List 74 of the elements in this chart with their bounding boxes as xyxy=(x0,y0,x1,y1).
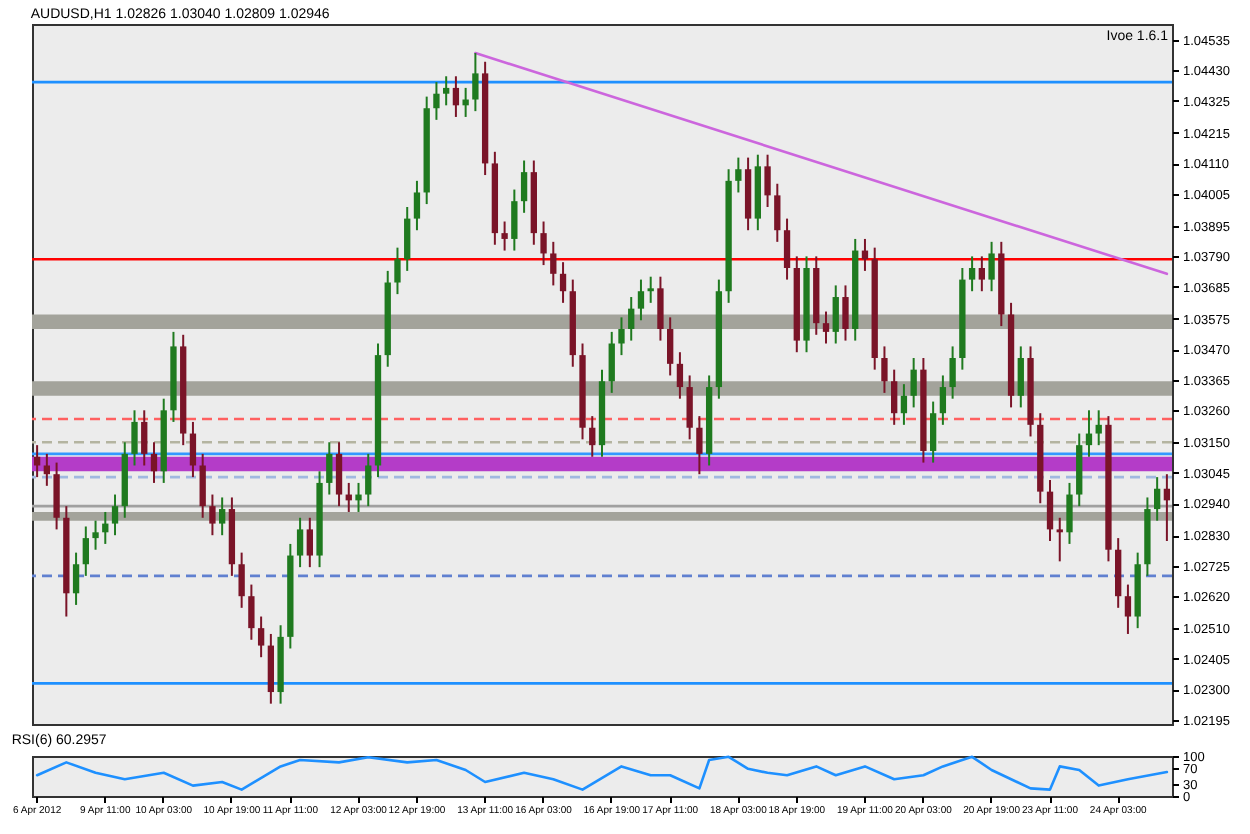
candlestick xyxy=(257,615,265,659)
candlestick xyxy=(978,255,985,293)
candlestick xyxy=(296,516,304,569)
candlestick xyxy=(43,452,51,487)
candlestick xyxy=(472,52,479,113)
candlestick xyxy=(82,525,89,577)
candlestick xyxy=(394,246,401,296)
candlestick xyxy=(199,452,206,519)
candlestick xyxy=(72,551,80,606)
candlestick xyxy=(939,374,947,426)
candlestick xyxy=(1066,481,1073,545)
candlestick xyxy=(452,75,460,118)
candlestick xyxy=(783,217,791,281)
candlestick xyxy=(618,316,625,357)
candlestick xyxy=(355,481,362,513)
candlestick xyxy=(608,330,615,394)
candlestick xyxy=(559,261,567,304)
candlestick xyxy=(131,409,138,467)
candlestick xyxy=(1017,345,1024,409)
candlestick xyxy=(335,441,343,508)
candlestick xyxy=(501,220,508,252)
candlestick xyxy=(988,240,995,293)
candlestick xyxy=(511,188,518,252)
candlestick xyxy=(910,357,917,409)
candlestick xyxy=(540,220,547,267)
candlestick xyxy=(1115,537,1122,609)
candlestick xyxy=(219,496,226,537)
candlestick xyxy=(968,255,976,293)
candlestick xyxy=(764,153,771,208)
candlestick xyxy=(900,383,908,426)
candlestick xyxy=(667,316,674,377)
candlestick xyxy=(832,284,839,345)
candlestick xyxy=(433,81,440,121)
candlestick xyxy=(189,420,197,479)
candlestick xyxy=(92,519,99,551)
candlestick xyxy=(637,278,645,322)
candlestick xyxy=(462,86,469,118)
candlestick xyxy=(929,400,937,464)
candlestick xyxy=(326,441,333,496)
candlestick xyxy=(111,493,119,537)
candlestick xyxy=(949,345,956,400)
candlestick xyxy=(550,240,557,287)
candlestick xyxy=(628,296,635,342)
candlestick xyxy=(150,441,158,484)
candlestick xyxy=(822,310,830,345)
line-series xyxy=(35,755,1169,791)
candlestick xyxy=(413,179,421,232)
candlestick xyxy=(1095,409,1102,447)
candlestick xyxy=(248,583,255,641)
candlestick xyxy=(647,275,654,304)
candlestick xyxy=(881,345,888,394)
candlestick xyxy=(891,368,898,426)
candlestick xyxy=(306,516,313,569)
candlestick xyxy=(443,75,450,107)
candlestick xyxy=(1056,516,1063,563)
candlestick xyxy=(686,374,693,441)
candlestick xyxy=(774,182,781,243)
candlestick xyxy=(589,415,596,458)
candlestick xyxy=(267,632,275,705)
candlestick xyxy=(1124,583,1132,635)
candlestick xyxy=(365,452,372,508)
candlestick xyxy=(1153,476,1161,522)
candlestick xyxy=(696,415,703,476)
candlestick xyxy=(141,409,148,467)
candlestick xyxy=(735,156,742,194)
candlestick xyxy=(1046,479,1054,543)
candlestick xyxy=(842,284,849,342)
candlestick xyxy=(238,551,245,609)
candlestick xyxy=(404,205,411,272)
candlestick xyxy=(520,159,528,214)
candlestick xyxy=(53,461,60,531)
candlestick xyxy=(676,351,684,400)
candlestick xyxy=(209,493,216,537)
candlestick xyxy=(657,275,664,342)
